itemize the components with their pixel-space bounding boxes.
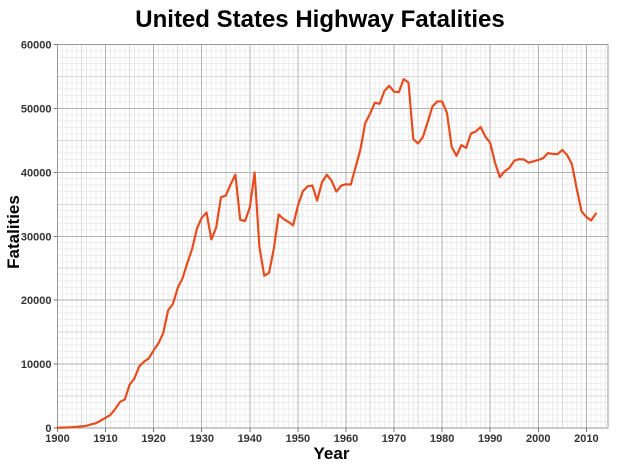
- tick-label: 40000: [21, 167, 52, 179]
- tick-label: 30000: [21, 231, 52, 243]
- x-axis-title: Year: [313, 444, 350, 463]
- tick-label: 60000: [21, 40, 52, 52]
- major-gridlines: [57, 44, 608, 429]
- axis-tick-marks: [53, 44, 587, 432]
- tick-label: 1930: [189, 433, 213, 445]
- tick-label: 1990: [478, 433, 502, 445]
- x-tick-labels: 1900 1910 1920 1930 1940 1950 1960 1970 1980 1990…: [45, 433, 598, 445]
- tick-label: 1960: [334, 433, 358, 445]
- fatalities-series-line: [56, 77, 598, 429]
- tick-label: 1900: [45, 433, 69, 445]
- tick-label: 1980: [430, 433, 454, 445]
- tick-label: 10000: [21, 359, 52, 371]
- y-tick-labels: 0 10000 20000 30000 40000 50000 60000: [21, 40, 52, 436]
- tick-label: 0: [45, 423, 51, 435]
- chart-title: United States Highway Fatalities: [135, 6, 505, 33]
- tick-label: 1970: [382, 433, 406, 445]
- data-line: [56, 77, 598, 429]
- tick-label: 2010: [574, 433, 598, 445]
- tick-label: 1920: [141, 433, 165, 445]
- tick-label: 1910: [93, 433, 117, 445]
- tick-label: 1940: [238, 433, 262, 445]
- tick-label: 20000: [21, 295, 52, 307]
- y-axis-title: Fatalities: [4, 195, 23, 269]
- tick-label: 2000: [526, 433, 550, 445]
- tick-label: 1950: [286, 433, 310, 445]
- tick-label: 50000: [21, 103, 52, 115]
